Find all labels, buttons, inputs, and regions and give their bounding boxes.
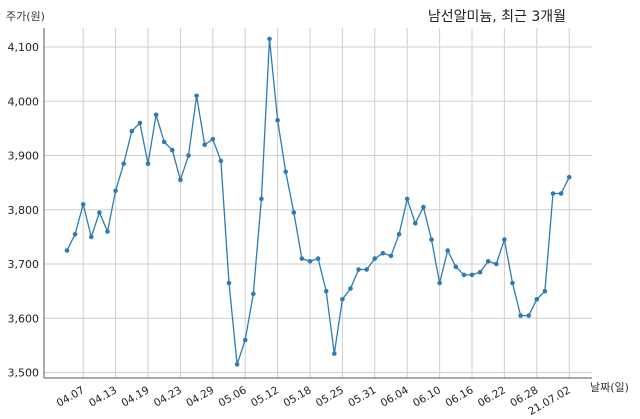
data-point [413, 221, 418, 226]
data-point [267, 36, 272, 42]
y-tick-label: 3,700 [8, 258, 40, 271]
x-axis-label: 날짜(일) [590, 381, 629, 394]
data-point [323, 288, 329, 294]
data-point [210, 136, 216, 142]
data-point [307, 259, 313, 264]
y-tick-label: 3,600 [8, 312, 40, 325]
data-point [356, 267, 361, 272]
data-point [202, 142, 207, 147]
data-point [534, 297, 540, 302]
chart-title: 남선알미늄, 최근 3개월 [427, 9, 566, 25]
data-point [315, 256, 321, 261]
data-point [550, 191, 556, 196]
x-tick-label: 05.18 [281, 384, 313, 409]
data-point [396, 231, 402, 237]
x-tick-label: 06.10 [411, 384, 443, 409]
x-tick-label: 04.19 [119, 384, 151, 409]
data-point [170, 147, 175, 153]
data-point [283, 169, 289, 175]
data-point [137, 120, 143, 126]
data-point [291, 210, 297, 215]
data-point [332, 351, 337, 356]
data-point [348, 286, 353, 291]
x-tick-label: 05.25 [314, 384, 346, 409]
data-point [259, 196, 264, 202]
data-point [161, 139, 167, 145]
data-point [404, 196, 410, 202]
data-point [72, 231, 78, 237]
data-point [194, 93, 199, 99]
data-point [226, 280, 232, 286]
data-point [485, 259, 491, 264]
data-point [388, 253, 394, 259]
data-point [469, 272, 475, 278]
x-tick-label: 06.04 [379, 384, 411, 410]
x-tick-label: 04.29 [184, 384, 216, 409]
data-point [566, 174, 572, 180]
data-point [80, 202, 86, 207]
y-axis-label: 주가(원) [6, 10, 45, 23]
data-point-layer [64, 36, 572, 367]
data-point [445, 248, 451, 253]
data-point [461, 272, 467, 278]
data-point [97, 210, 102, 215]
y-tick-label: 4,100 [8, 41, 40, 54]
data-point [105, 229, 110, 234]
data-point [251, 291, 256, 297]
data-point [186, 153, 191, 158]
data-point [510, 280, 515, 286]
data-point [129, 128, 135, 134]
data-point [518, 313, 523, 318]
data-point [558, 191, 564, 196]
data-point [242, 337, 248, 343]
data-point [234, 362, 240, 367]
y-tick-label: 3,800 [8, 204, 40, 217]
y-tick-label: 3,900 [8, 150, 40, 163]
y-tick-label: 4,000 [8, 95, 40, 108]
series-line-layer [66, 38, 570, 365]
x-tick-label: 05.06 [217, 384, 249, 410]
data-point [502, 237, 507, 242]
data-point [178, 177, 183, 183]
x-tick-label: 04.23 [152, 384, 184, 409]
x-tick-label: 04.07 [55, 384, 87, 409]
y-tick-label: 3,500 [8, 367, 40, 380]
axis-layer [43, 28, 592, 379]
x-tick-label: 04.13 [87, 384, 119, 409]
x-tick-label: 06.16 [443, 384, 475, 410]
data-point [121, 161, 126, 166]
data-point [340, 297, 345, 302]
data-point [372, 256, 378, 261]
x-tick-label: 05.12 [249, 384, 281, 409]
data-point [64, 248, 70, 253]
tick-label-layer: 3,500 3,600 3,700 3,800 3,900 4,000 4,100 04.07… [8, 41, 573, 418]
data-point [299, 256, 305, 261]
data-point [453, 264, 459, 270]
data-point [421, 204, 426, 210]
data-point [89, 234, 94, 240]
data-point [218, 158, 224, 164]
data-point [494, 261, 499, 267]
data-point [380, 250, 386, 256]
data-point [437, 280, 442, 286]
x-tick-label: 06.22 [476, 384, 508, 409]
grid-layer [44, 28, 592, 378]
data-point [275, 117, 280, 123]
data-point [542, 288, 548, 294]
data-point [364, 267, 370, 272]
data-point [526, 313, 531, 318]
data-point [145, 161, 151, 166]
series-line [66, 38, 570, 365]
data-point [477, 269, 483, 275]
data-point [113, 188, 118, 194]
x-tick-label: 05.31 [346, 384, 378, 409]
data-point [153, 112, 159, 118]
data-point [429, 237, 434, 242]
